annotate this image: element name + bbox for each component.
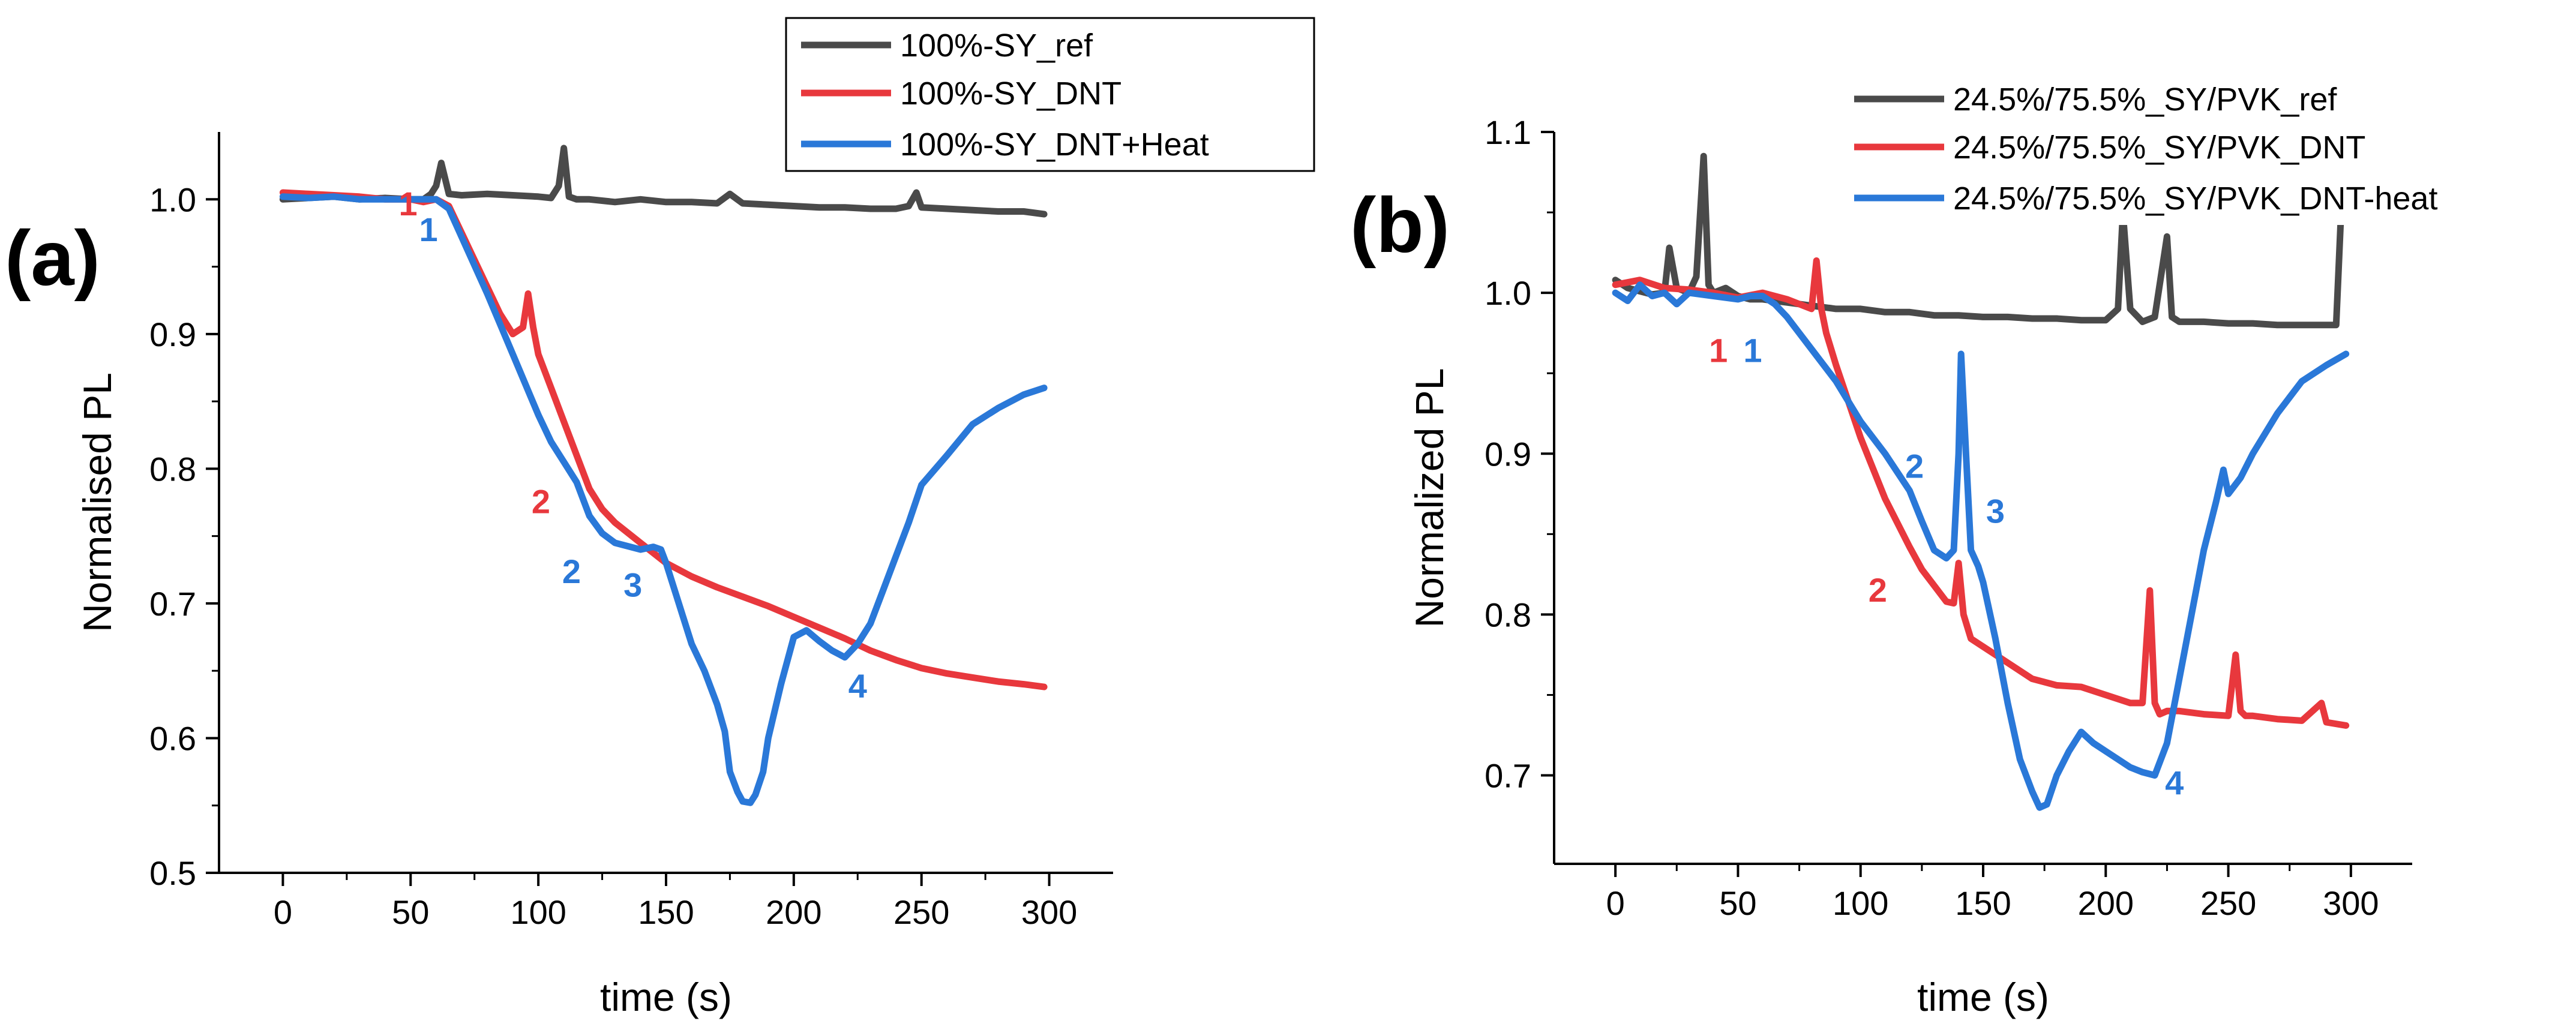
y-tick-label: 0.6 (149, 719, 196, 757)
x-tick-label: 250 (893, 893, 949, 931)
legend-box (1842, 75, 2562, 225)
x-tick-label: 250 (2200, 884, 2256, 922)
annotation-label: 1 (419, 211, 438, 248)
y-tick-label: 1.1 (1485, 113, 1531, 151)
legend-entry: 24.5%/75.5%_SY/PVK_DNT (1953, 130, 2365, 166)
y-tick-label: 1.0 (149, 181, 196, 218)
annotation-label: 2 (1905, 447, 1924, 485)
y-tick-label: 0.8 (149, 450, 196, 488)
y-tick-label: 0.5 (149, 854, 196, 892)
x-tick-label: 50 (392, 893, 429, 931)
chart-panel-1: 0 50 100 150 200 250 300 0.7 0.8 0.9 1.0 1.1 time (s… (1350, 75, 2562, 1019)
panel-label: (a) (5, 214, 100, 302)
panel-label: (b) (1350, 181, 1450, 269)
annotation-label: 2 (562, 552, 581, 590)
legend-entry: 24.5%/75.5%_SY/PVK_DNT-heat (1953, 181, 2437, 217)
legend-entry: 24.5%/75.5%_SY/PVK_ref (1953, 82, 2337, 118)
annotation-label: 1 (1743, 331, 1762, 369)
x-tick-label: 0 (274, 893, 292, 931)
x-tick-label: 300 (1021, 893, 1077, 931)
annotation-label: 1 (1709, 331, 1728, 369)
x-tick-label: 0 (1606, 884, 1625, 922)
x-axis-label: time (s) (1917, 975, 2049, 1019)
annotation-label: 3 (623, 566, 642, 604)
series-line-2 (1612, 281, 2350, 811)
legend-entry: 100%-SY_DNT (900, 76, 1121, 112)
y-tick-label: 0.7 (149, 585, 196, 623)
x-tick-label: 150 (1955, 884, 2011, 922)
legend-entry: 100%-SY_ref (900, 28, 1093, 64)
series-line-1 (279, 189, 1048, 690)
chart-panel-0: 0 50 100 150 200 250 300 0.5 0.6 0.7 0.8 0.9 1.0 time… (5, 17, 1315, 1019)
y-tick-label: 0.8 (1485, 596, 1531, 633)
y-tick-label: 0.7 (1485, 757, 1531, 795)
series-line-0 (1612, 152, 2350, 329)
annotation-label: 1 (398, 185, 417, 223)
x-tick-label: 50 (1719, 884, 1756, 922)
series-line-2 (279, 193, 1048, 806)
series-line-0 (279, 145, 1048, 218)
annotation-label: 4 (848, 667, 867, 705)
annotation-label: 2 (1869, 571, 1887, 609)
x-tick-label: 200 (766, 893, 821, 931)
y-tick-label: 0.9 (1485, 435, 1531, 473)
series-line-1 (1612, 257, 2350, 729)
x-tick-label: 100 (510, 893, 566, 931)
x-tick-label: 300 (2323, 884, 2379, 922)
annotation-label: 4 (2165, 764, 2184, 802)
legend-entry: 100%-SY_DNT+Heat (900, 127, 1209, 163)
y-axis-label: Normalised PL (75, 373, 119, 632)
x-axis-label: time (s) (600, 975, 732, 1019)
legend: 24.5%/75.5%_SY/PVK_ref 24.5%/75.5%_SY/PVK… (1842, 75, 2562, 225)
annotation-label: 2 (532, 482, 550, 520)
y-tick-label: 1.0 (1485, 274, 1531, 312)
x-tick-label: 100 (1833, 884, 1888, 922)
legend: 100%-SY_ref 100%-SY_DNT 100%-SY_DNT+Heat (785, 17, 1315, 172)
y-axis-label: Normalized PL (1407, 368, 1452, 628)
y-tick-label: 0.9 (149, 316, 196, 353)
annotation-label: 3 (1986, 493, 2005, 530)
x-tick-label: 150 (638, 893, 694, 931)
x-tick-label: 200 (2078, 884, 2134, 922)
